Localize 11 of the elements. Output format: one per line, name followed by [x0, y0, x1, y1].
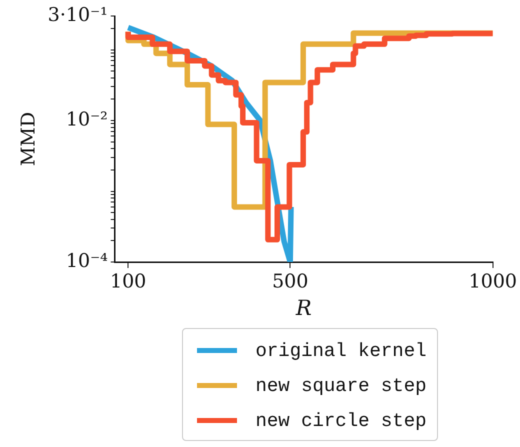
x-tick-label: 1000	[468, 270, 518, 292]
x-axis-title: R	[294, 296, 312, 320]
y-tick-label: 3·10⁻¹	[48, 4, 108, 26]
legend-label: new square step	[255, 374, 427, 396]
y-axis-title: MMD	[17, 112, 40, 166]
x-tick-label: 100	[110, 270, 146, 292]
x-tick-label: 500	[272, 270, 308, 292]
y-tick-label: 10⁻²	[66, 108, 108, 130]
y-tick-label: 10⁻⁴	[66, 250, 108, 272]
legend-label: original kernel	[255, 340, 427, 362]
legend-label: new circle step	[255, 410, 427, 432]
